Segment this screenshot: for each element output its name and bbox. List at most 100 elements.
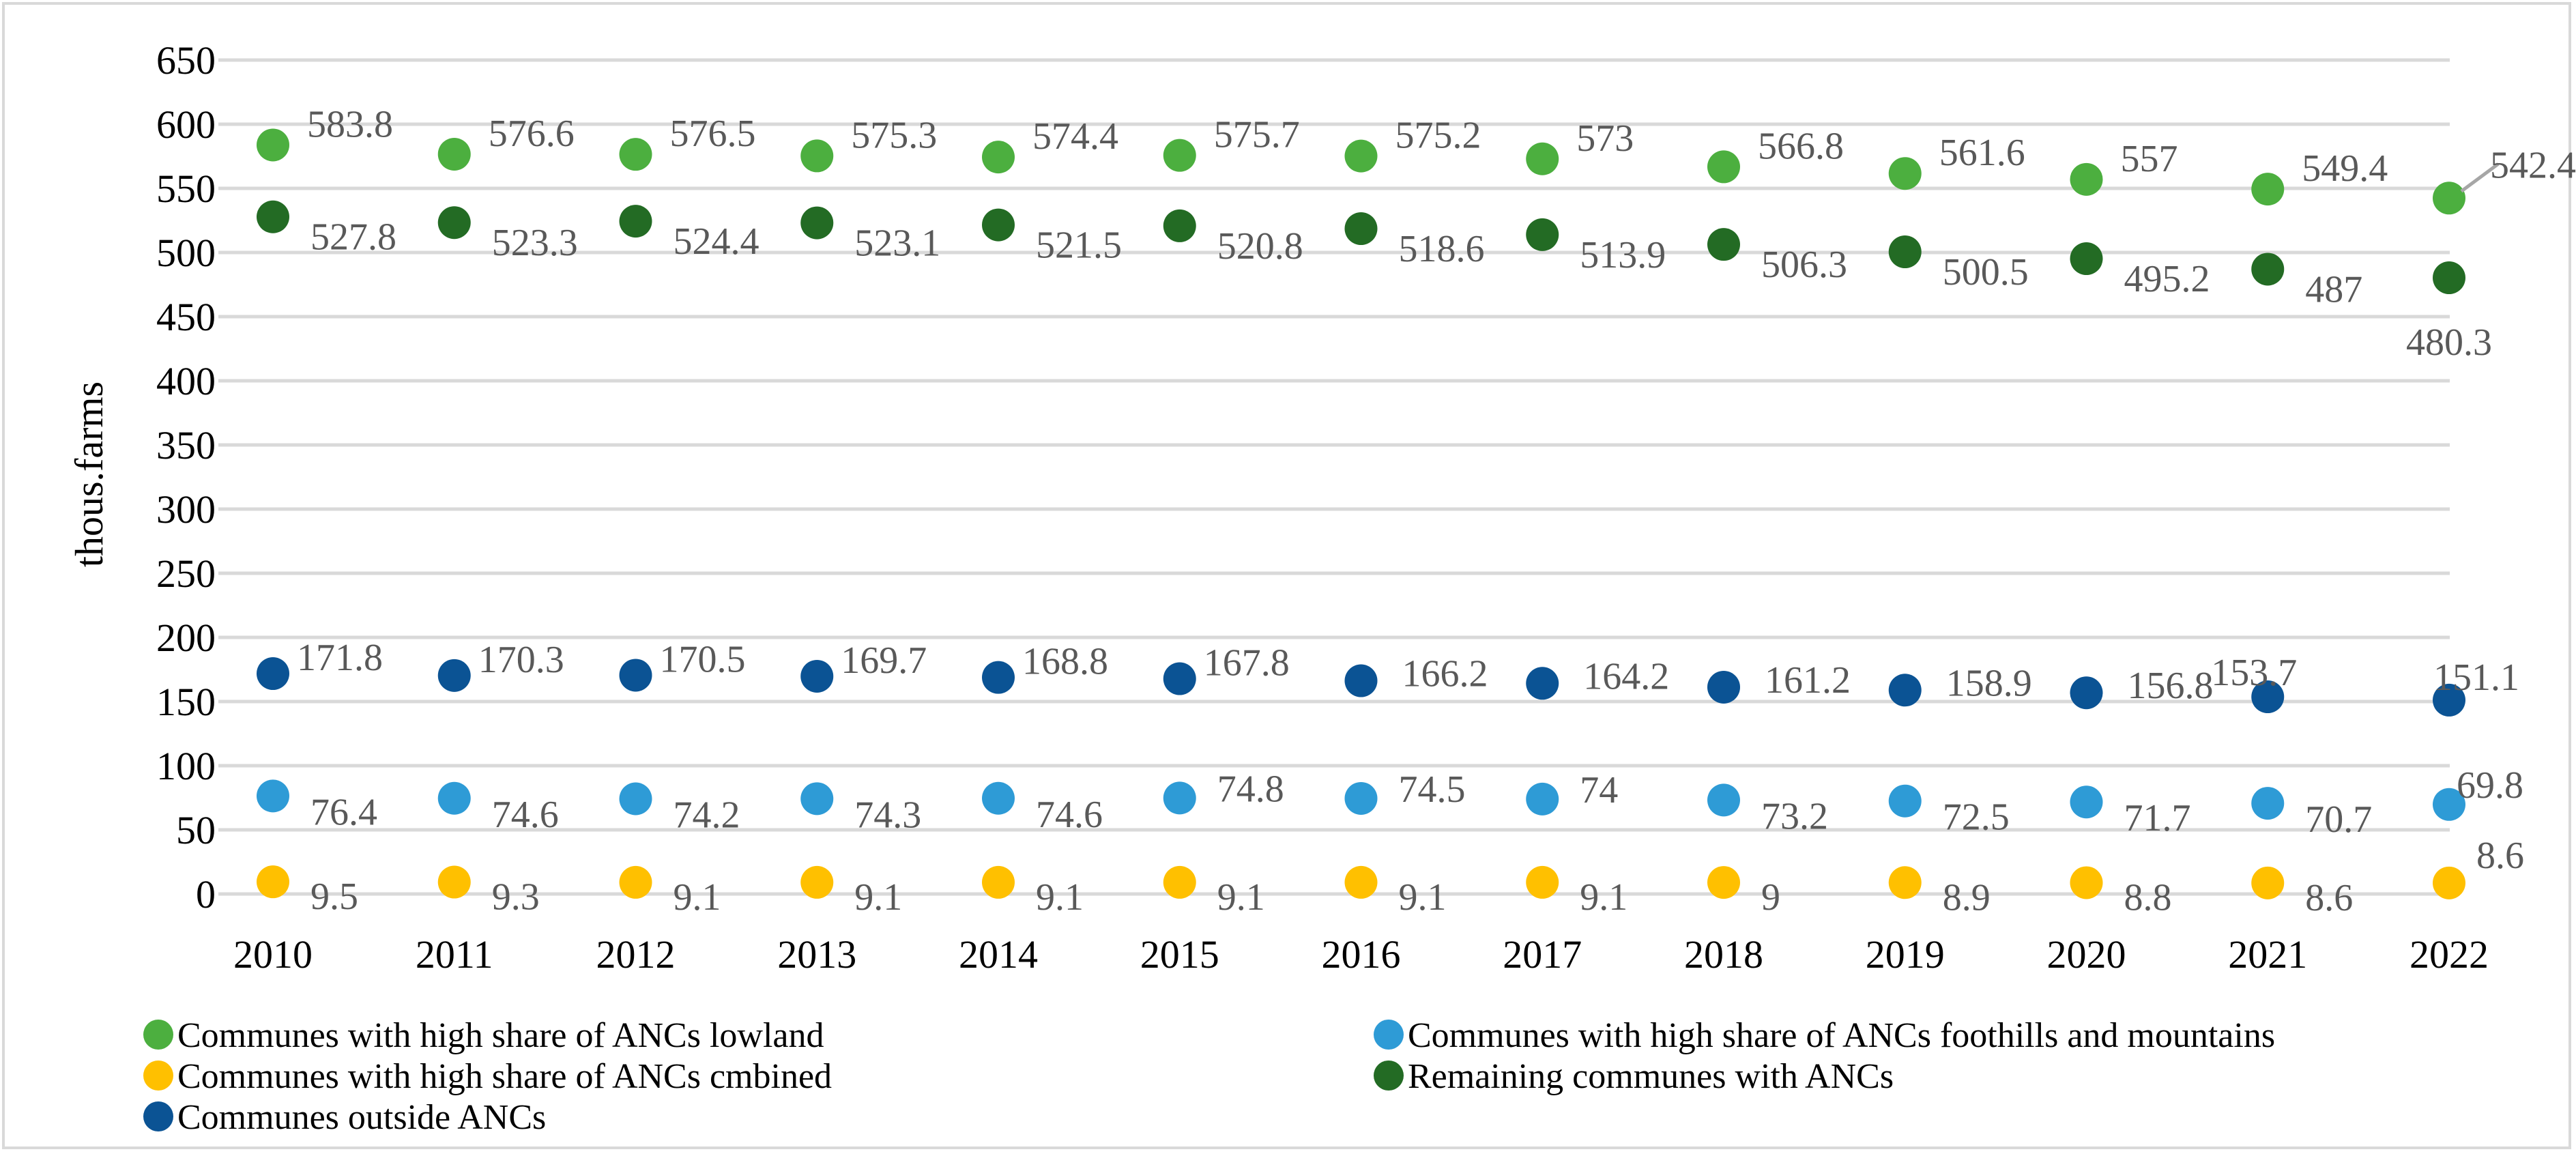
- legend-marker: [143, 1020, 173, 1050]
- data-label: 557: [2121, 138, 2178, 180]
- data-label: 480.3: [2406, 321, 2492, 364]
- data-label: 575.3: [851, 114, 937, 156]
- data-label: 69.8: [2457, 764, 2523, 807]
- data-point: [1163, 662, 1196, 695]
- x-tick-label: 2015: [1140, 932, 1219, 977]
- data-label: 169.7: [841, 639, 927, 682]
- data-point: [1344, 212, 1378, 246]
- y-tick-label: 550: [156, 167, 216, 211]
- data-point: [619, 659, 652, 692]
- data-label: 168.8: [1022, 641, 1108, 683]
- data-label: 561.6: [1939, 132, 2025, 174]
- data-point: [619, 138, 652, 171]
- x-tick-label: 2021: [2228, 932, 2307, 977]
- data-point: [257, 128, 289, 162]
- data-label: 164.2: [1583, 655, 1669, 697]
- data-point: [800, 206, 834, 240]
- data-label: 74.8: [1217, 768, 1284, 810]
- y-tick-label: 0: [196, 872, 216, 917]
- data-point: [437, 659, 471, 692]
- data-point: [1344, 664, 1378, 697]
- data-label-leader: [2460, 162, 2500, 193]
- x-tick-label: 2011: [416, 932, 493, 977]
- y-tick-label: 600: [156, 102, 216, 147]
- data-labels: 9.5 9.3 9.1 9.1 9.1 9.1 9.1 9.1 9 8.9 8.8 8.6 8.6 76.…: [297, 103, 2576, 919]
- legend-marker: [1374, 1061, 1404, 1091]
- x-tick-label: 2012: [596, 932, 676, 977]
- data-point: [2070, 866, 2103, 899]
- data-point: [1707, 150, 1740, 184]
- y-tick-label: 250: [156, 551, 216, 596]
- data-point: [2433, 683, 2465, 717]
- data-point: [2070, 162, 2103, 196]
- data-point: [437, 137, 471, 171]
- legend: Communes with high share of ANCs lowland…: [143, 1016, 2275, 1137]
- x-tick-label: 2017: [1503, 932, 1582, 977]
- data-label: 527.8: [310, 216, 396, 259]
- data-label: 576.6: [489, 113, 575, 155]
- data-points: [257, 128, 2465, 899]
- data-point: [1888, 674, 1922, 707]
- data-point: [1163, 139, 1196, 172]
- data-label: 495.2: [2124, 258, 2210, 300]
- data-label: 523.1: [854, 222, 940, 265]
- data-point: [1888, 784, 1922, 818]
- data-point: [982, 141, 1015, 174]
- x-axis-ticks: 2010 2011 2012 2013 2014 2015 2016 2017 2018 2019…: [233, 932, 2489, 977]
- data-point: [1163, 781, 1196, 815]
- y-tick-label: 50: [176, 808, 216, 852]
- data-label: 513.9: [1580, 234, 1666, 276]
- data-point: [1344, 781, 1378, 815]
- data-point: [1526, 782, 1559, 816]
- data-point: [2251, 253, 2285, 286]
- data-label: 166.2: [1402, 653, 1488, 695]
- data-label: 73.2: [1761, 795, 1828, 837]
- y-tick-label: 350: [156, 423, 216, 467]
- data-label: 506.3: [1761, 244, 1847, 286]
- data-point: [800, 782, 834, 816]
- data-label: 575.2: [1395, 115, 1481, 157]
- y-tick-label: 450: [156, 295, 216, 339]
- data-point: [2433, 788, 2465, 821]
- data-label: 161.2: [1765, 659, 1851, 702]
- data-label: 9.1: [1217, 876, 1265, 919]
- data-point: [982, 781, 1015, 815]
- data-point: [1888, 157, 1922, 190]
- x-tick-label: 2016: [1322, 932, 1401, 977]
- data-point: [1163, 865, 1196, 899]
- data-label: 524.4: [674, 220, 759, 263]
- data-point: [1526, 218, 1559, 251]
- data-point: [1707, 670, 1740, 704]
- data-point: [2251, 866, 2285, 899]
- data-label: 151.1: [2433, 657, 2519, 699]
- data-point: [800, 865, 834, 899]
- data-label: 170.3: [478, 639, 564, 681]
- y-tick-label: 150: [156, 680, 216, 724]
- data-point: [1526, 865, 1559, 899]
- data-label: 74.2: [674, 794, 740, 837]
- legend-label: Remaining communes with ANCs: [1408, 1057, 1894, 1096]
- data-label: 71.7: [2124, 797, 2191, 839]
- data-label: 566.8: [1758, 125, 1844, 167]
- data-label: 9: [1761, 876, 1780, 919]
- data-label: 74.3: [854, 794, 921, 836]
- data-label: 9.1: [854, 876, 902, 919]
- data-label: 575.7: [1214, 114, 1300, 156]
- x-tick-label: 2020: [2047, 932, 2126, 977]
- legend-label: Communes with high share of ANCs cmbined: [177, 1057, 832, 1096]
- y-tick-label: 200: [156, 616, 216, 660]
- data-label: 521.5: [1036, 225, 1122, 267]
- data-point: [1526, 142, 1559, 175]
- data-label: 9.1: [1580, 876, 1627, 919]
- x-tick-label: 2013: [777, 932, 856, 977]
- data-point: [1163, 209, 1196, 242]
- data-label: 9.1: [1399, 876, 1447, 919]
- data-point: [1526, 667, 1559, 700]
- data-point: [1707, 228, 1740, 261]
- data-label: 9.1: [674, 876, 721, 919]
- data-label: 518.6: [1399, 228, 1485, 270]
- y-tick-label: 100: [156, 744, 216, 788]
- data-point: [1344, 865, 1378, 899]
